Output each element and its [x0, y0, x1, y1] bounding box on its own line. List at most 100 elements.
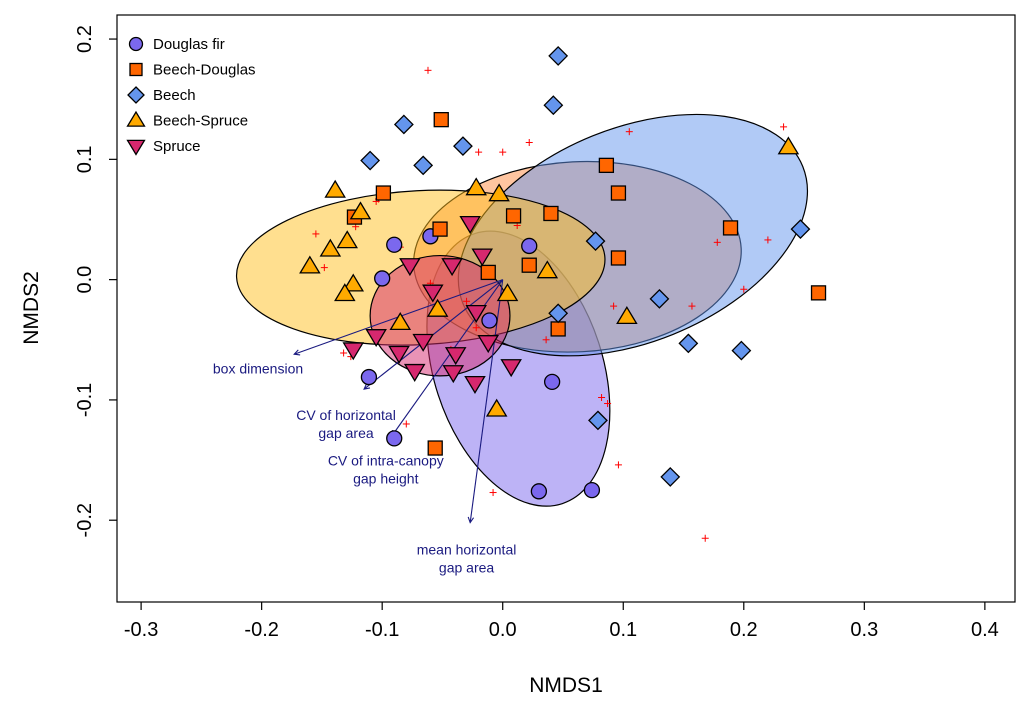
point-douglas-fir [386, 236, 403, 253]
y-axis: -0.2 -0.1 0.0 0.1 0.2 [74, 25, 117, 537]
x-tick-label: 0.3 [850, 619, 878, 641]
species-point [713, 238, 721, 246]
vector-arrowhead [293, 349, 301, 356]
point-beech-spruce [465, 177, 487, 196]
x-tick-label: 0.1 [609, 619, 637, 641]
species-point [542, 336, 550, 344]
point-beech-spruce [496, 283, 519, 302]
vector-label-line: gap height [353, 471, 419, 487]
point-spruce [441, 258, 463, 277]
point-beech-spruce [488, 183, 510, 202]
vector-label-line: CV of intra-canopy [328, 453, 444, 469]
species-point [625, 128, 633, 136]
point-spruce [422, 284, 444, 303]
legend-label: Beech-Spruce [153, 113, 248, 130]
point-beech-douglas [543, 205, 559, 222]
point-beech-douglas [432, 221, 448, 237]
legend-item-beech-spruce: Beech-Spruce [126, 110, 248, 130]
point-beech-douglas [550, 321, 566, 337]
point-beech-douglas [480, 264, 496, 281]
legend: Douglas fir Beech-Douglas Beech Beech-Spruc… [126, 36, 256, 156]
vector-label-line: gap area [318, 425, 373, 441]
x-tick-label: 0.0 [489, 619, 517, 641]
point-beech [649, 288, 670, 309]
point-beech-spruce [389, 312, 412, 331]
point-spruce [464, 375, 486, 394]
point-beech-douglas [427, 440, 443, 456]
vector-arrowhead [467, 516, 475, 524]
legend-item-spruce: Spruce [126, 138, 201, 156]
point-spruce [399, 258, 421, 277]
y-axis-title: NMDS2 [20, 271, 43, 345]
point-douglas-fir [583, 481, 601, 499]
point-beech [548, 45, 569, 66]
species-point [598, 394, 606, 402]
point-beech [453, 136, 473, 157]
point-beech-douglas [610, 185, 627, 201]
point-beech-spruce [299, 255, 321, 274]
x-axis-title: NMDS1 [529, 674, 603, 697]
site-points [299, 45, 827, 500]
point-beech-spruce [342, 273, 365, 292]
plot-frame [116, 14, 1016, 603]
species-point [610, 302, 618, 310]
point-douglas-fir [386, 430, 403, 447]
point-spruce [342, 342, 365, 361]
species-point [604, 400, 612, 408]
species-point [688, 302, 696, 310]
x-axis: -0.3 -0.2 -0.1 0.0 0.1 0.2 0.3 0.4 [124, 602, 999, 641]
species-point [463, 297, 471, 305]
species-point [320, 264, 328, 272]
vector-label: box dimension [213, 361, 303, 377]
legend-marker [128, 36, 144, 52]
point-beech [360, 150, 381, 171]
species-point [499, 148, 507, 156]
point-spruce [459, 215, 481, 234]
species-point [780, 123, 788, 131]
legend-item-beech: Beech [127, 86, 196, 104]
legend-marker [129, 62, 143, 77]
legend-label: Spruce [153, 138, 201, 155]
species-point [525, 139, 533, 147]
point-douglas-fir [374, 270, 391, 287]
legend-label: Beech-Douglas [153, 62, 256, 79]
legend-item-douglas-fir: Douglas fir [128, 36, 225, 53]
point-douglas-fir [521, 237, 538, 255]
point-beech-spruce [777, 136, 800, 155]
vector-label: mean horizontal gap area [417, 542, 517, 576]
point-beech-spruce [349, 201, 372, 220]
species-point [701, 534, 709, 542]
point-beech-spruce [334, 283, 356, 302]
point-beech-douglas [521, 257, 537, 273]
point-beech [543, 95, 564, 116]
legend-label: Beech [153, 87, 196, 104]
point-beech-spruce [616, 306, 638, 325]
species-point [764, 236, 772, 244]
vector-label-line: CV of horizontal [296, 407, 396, 423]
y-tick-label: 0.1 [74, 145, 96, 173]
point-spruce [403, 363, 426, 382]
point-beech [588, 410, 608, 431]
species-point [475, 148, 483, 156]
vector-arrowhead [363, 383, 371, 390]
y-tick-label: -0.2 [74, 503, 96, 537]
group-ellipses [235, 113, 809, 507]
y-tick-label: -0.1 [74, 383, 96, 417]
vector-label-line: box dimension [213, 361, 303, 377]
point-spruce [444, 347, 467, 366]
point-beech-douglas [598, 157, 615, 174]
point-spruce [465, 304, 487, 324]
legend-marker [126, 139, 146, 156]
point-douglas-fir [481, 312, 498, 329]
legend-label: Douglas fir [153, 36, 225, 53]
point-beech-douglas [722, 220, 739, 236]
vector-label-line: gap area [439, 560, 494, 576]
legend-marker [127, 86, 145, 104]
point-spruce [442, 365, 465, 384]
point-beech-douglas [433, 111, 449, 128]
point-douglas-fir [543, 373, 561, 391]
species-point [740, 285, 748, 293]
species-point [614, 461, 622, 469]
x-tick-label: -0.3 [124, 619, 158, 641]
point-beech [548, 303, 569, 324]
